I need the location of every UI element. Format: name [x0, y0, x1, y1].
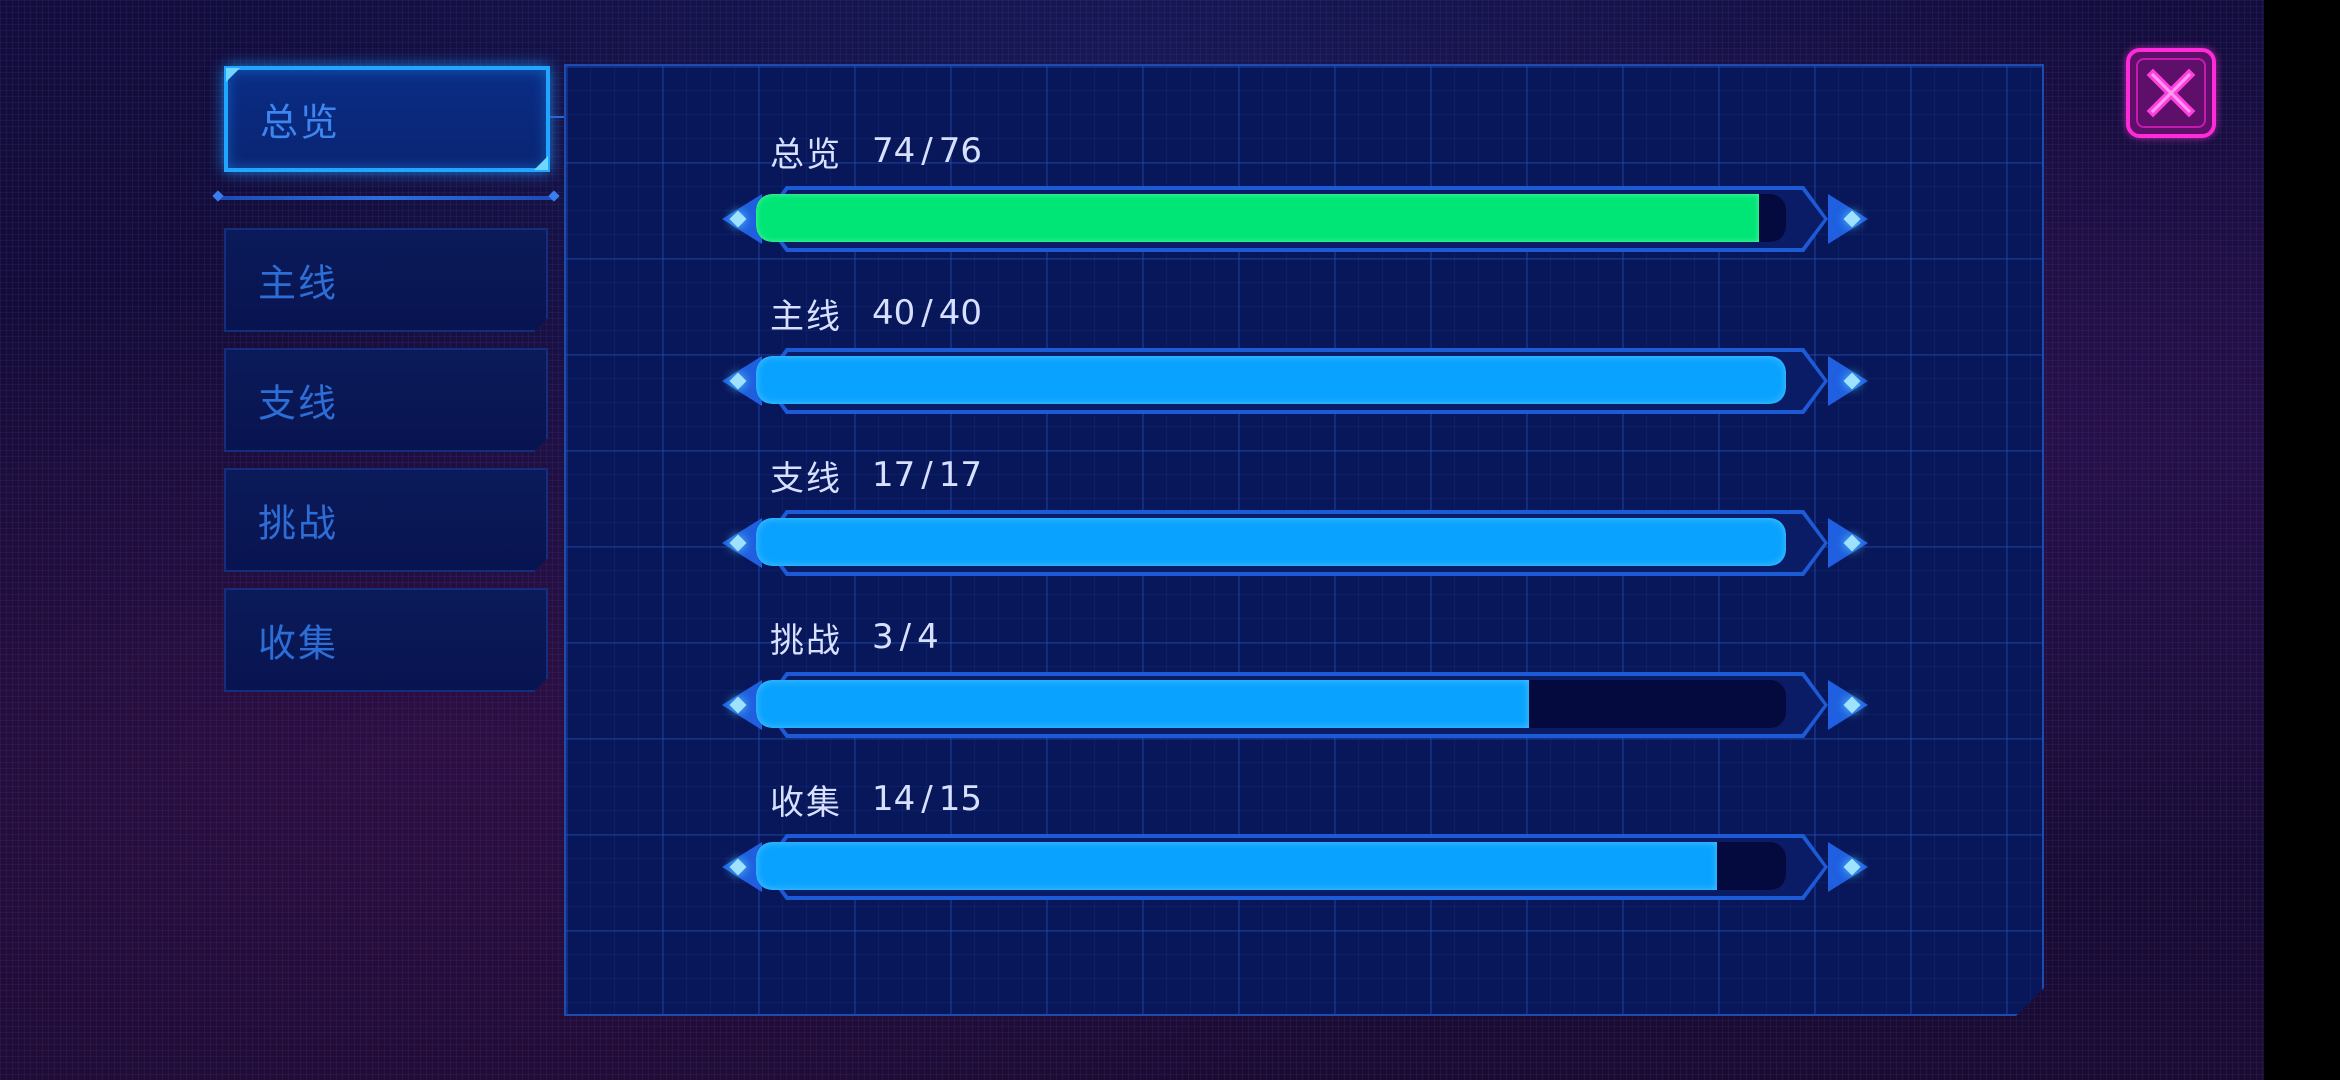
bar-track — [756, 842, 1786, 890]
tab-label: 总览 — [260, 100, 341, 145]
bar-track — [756, 680, 1786, 728]
progress-name: 收集 — [770, 782, 842, 823]
progress-count: 74/76 — [872, 131, 982, 171]
progress-count: 3/4 — [872, 617, 939, 657]
progress-row-side: 支线 17/17 — [722, 448, 1868, 588]
progress-separator: / — [921, 779, 933, 819]
progress-name: 总览 — [770, 134, 842, 175]
progress-label: 主线 40/40 — [770, 286, 982, 340]
progress-bar — [722, 510, 1868, 576]
progress-bar — [722, 186, 1868, 252]
bar-track — [756, 356, 1786, 404]
progress-label: 支线 17/17 — [770, 448, 982, 502]
progress-row-overview: 总览 74/76 — [722, 124, 1868, 264]
progress-total: 17 — [938, 455, 982, 495]
game-screen: 总览 主线 支线 挑战 收集 总览 74/76 主线 — [0, 0, 2264, 1080]
progress-current: 40 — [872, 293, 916, 333]
progress-bar — [722, 834, 1868, 900]
progress-total: 15 — [938, 779, 982, 819]
progress-separator: / — [921, 293, 933, 333]
progress-current: 3 — [872, 617, 894, 657]
bar-track — [756, 194, 1786, 242]
progress-count: 40/40 — [872, 293, 982, 333]
progress-current: 74 — [872, 131, 916, 171]
tab-collection[interactable]: 收集 — [224, 588, 548, 692]
tab-challenge[interactable]: 挑战 — [224, 468, 548, 572]
screen-edge — [2264, 0, 2340, 1080]
tab-main[interactable]: 主线 — [224, 228, 548, 332]
progress-name: 挑战 — [770, 620, 842, 661]
tab-label: 主线 — [258, 261, 339, 306]
bar-fill — [756, 680, 1529, 728]
bar-fill — [756, 518, 1786, 566]
progress-label: 收集 14/15 — [770, 772, 982, 826]
progress-total: 40 — [938, 293, 982, 333]
progress-total: 76 — [938, 131, 982, 171]
progress-name: 主线 — [770, 296, 842, 337]
progress-current: 17 — [872, 455, 916, 495]
progress-label: 总览 74/76 — [770, 124, 982, 178]
bar-fill — [756, 194, 1759, 242]
tab-overview[interactable]: 总览 — [224, 66, 550, 172]
progress-name: 支线 — [770, 458, 842, 499]
progress-bar — [722, 348, 1868, 414]
progress-label: 挑战 3/4 — [770, 610, 939, 664]
progress-bar — [722, 672, 1868, 738]
tab-divider — [218, 196, 554, 200]
progress-separator: / — [921, 455, 933, 495]
progress-count: 14/15 — [872, 779, 982, 819]
progress-row-collection: 收集 14/15 — [722, 772, 1868, 912]
progress-separator: / — [921, 131, 933, 171]
tab-label: 支线 — [258, 381, 339, 426]
close-button[interactable] — [2126, 48, 2216, 138]
progress-total: 4 — [917, 617, 939, 657]
bar-fill — [756, 842, 1718, 890]
close-icon — [2146, 68, 2196, 118]
tab-label: 挑战 — [258, 501, 339, 546]
tab-side[interactable]: 支线 — [224, 348, 548, 452]
progress-row-challenge: 挑战 3/4 — [722, 610, 1868, 750]
progress-row-main: 主线 40/40 — [722, 286, 1868, 426]
tab-label: 收集 — [258, 621, 339, 666]
progress-current: 14 — [872, 779, 916, 819]
progress-separator: / — [899, 617, 912, 657]
bar-track — [756, 518, 1786, 566]
bar-fill — [756, 356, 1786, 404]
progress-count: 17/17 — [872, 455, 982, 495]
